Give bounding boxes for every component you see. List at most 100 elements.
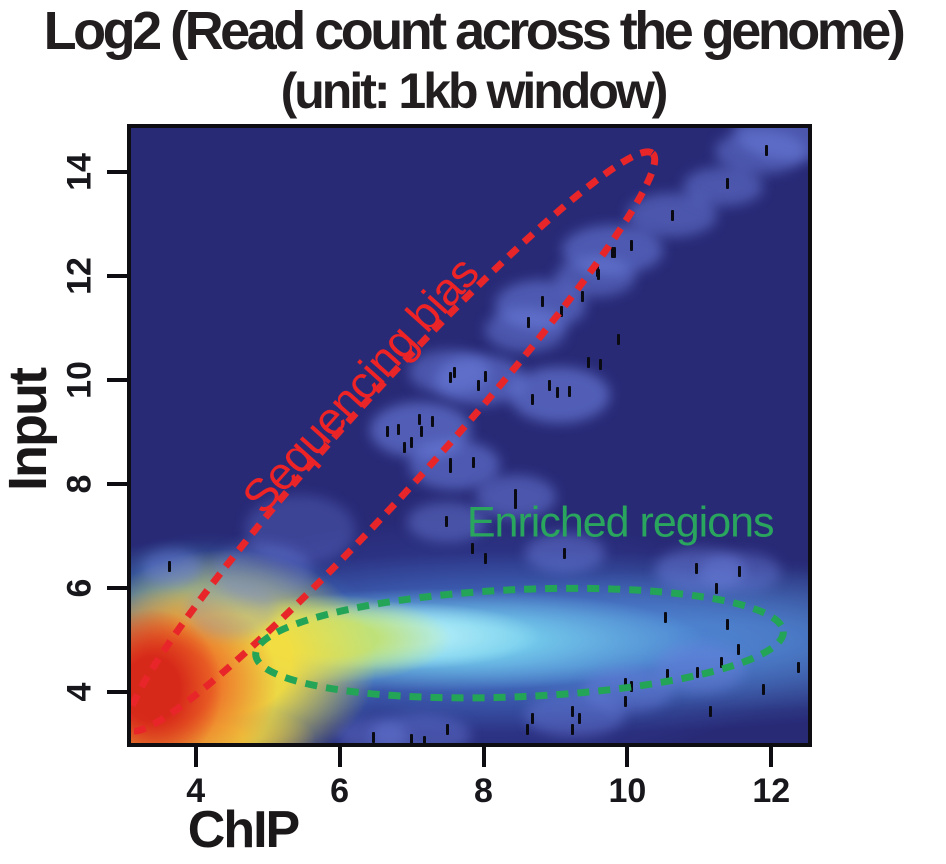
x-tick-mark — [481, 747, 486, 767]
density-blob — [211, 541, 313, 602]
data-point-dash — [694, 563, 698, 575]
data-point-dash — [471, 456, 475, 468]
x-tick-mark — [769, 747, 774, 767]
enriched-regions-ellipse — [252, 584, 787, 702]
data-point-dash — [599, 359, 603, 371]
data-point-dash — [484, 371, 488, 383]
data-point-dash — [715, 583, 719, 595]
data-point-dash — [420, 426, 424, 438]
data-point-dash — [630, 681, 634, 693]
data-point-dash — [445, 516, 449, 528]
data-point-dash — [571, 724, 575, 736]
x-axis-label: ChIP — [187, 801, 300, 859]
y-tick-mark — [107, 169, 127, 174]
data-point-dash — [168, 560, 172, 572]
density-blob — [484, 308, 566, 352]
plot-area: Sequencing bias Enriched regions — [127, 124, 812, 747]
data-point-dash — [617, 334, 621, 346]
x-tick-label: 4 — [186, 772, 206, 810]
data-point-dash — [587, 357, 591, 369]
data-point-dash — [430, 416, 434, 428]
data-point-dash — [446, 724, 450, 736]
y-tick-mark — [107, 481, 127, 486]
data-point-dash — [448, 462, 452, 474]
data-point-dash — [556, 387, 560, 399]
data-point-dash — [513, 497, 517, 509]
data-point-dash — [559, 306, 563, 318]
density-blob — [524, 693, 626, 737]
data-point-dash — [410, 437, 414, 449]
data-point-dash — [623, 696, 627, 708]
data-point-dash — [708, 705, 712, 717]
annotation-ellipses — [131, 148, 787, 735]
x-tick-label: 6 — [330, 772, 350, 810]
y-tick-label: 6 — [60, 578, 99, 598]
data-point-dash — [571, 706, 575, 718]
density-blob — [244, 495, 356, 566]
sequencing-bias-ellipse — [131, 148, 659, 735]
density-blob — [186, 581, 278, 638]
data-point-dash — [541, 296, 545, 308]
data-point-dash — [765, 145, 769, 157]
x-tick-mark — [193, 747, 198, 767]
data-point-dash — [371, 731, 375, 743]
x-tick-mark — [337, 747, 342, 767]
data-point-dash — [720, 657, 724, 669]
data-point-dash — [525, 724, 529, 736]
data-point-dash — [664, 611, 668, 623]
density-blob — [654, 547, 746, 592]
chart-title-line2: (unit: 1kb window) — [280, 63, 669, 119]
data-point-dash — [725, 619, 729, 631]
data-point-dash — [476, 379, 480, 391]
data-point-dash — [581, 291, 585, 303]
data-point-dash — [417, 414, 421, 426]
x-tick-label: 12 — [752, 772, 791, 810]
data-point-dash — [527, 317, 531, 329]
data-point-dash — [484, 553, 488, 565]
data-point-dash — [567, 386, 571, 398]
density-blob — [715, 130, 806, 174]
y-tick-label: 10 — [60, 360, 99, 399]
data-point-dash — [577, 712, 581, 724]
data-point-dash — [402, 442, 406, 454]
data-point-dash — [397, 424, 401, 436]
data-point-dash — [612, 247, 616, 259]
data-point-dash — [448, 372, 452, 384]
chart-title-line1: Log2 (Read count across the genome) — [43, 1, 906, 61]
data-point-dash — [453, 366, 457, 378]
density-blob — [337, 719, 408, 743]
data-point-dash — [738, 566, 742, 578]
data-point-dash — [623, 677, 627, 689]
data-point-dash — [610, 247, 614, 259]
data-point-dash — [736, 644, 740, 656]
y-tick-label: 12 — [60, 256, 99, 295]
y-tick-mark — [107, 273, 127, 278]
data-point-dash — [513, 489, 517, 501]
data-point-dash — [530, 712, 534, 724]
density-blob — [141, 549, 203, 587]
enriched-regions-label: Enriched regions — [466, 498, 775, 547]
data-point-dash — [548, 379, 552, 391]
data-point-dash — [761, 684, 765, 696]
data-point-dash — [725, 178, 729, 190]
y-tick-label: 8 — [60, 474, 99, 494]
y-tick-mark — [107, 585, 127, 590]
data-point-dash — [410, 734, 414, 743]
density-blob — [509, 366, 611, 423]
data-point-dash — [471, 543, 475, 555]
data-point-dash — [671, 210, 675, 222]
data-point-dash — [630, 240, 634, 252]
x-tick-label: 8 — [474, 772, 493, 810]
density-blob — [409, 350, 490, 394]
y-tick-label: 4 — [60, 682, 99, 702]
data-point-dash — [530, 394, 534, 406]
data-point-dash — [386, 426, 390, 438]
x-tick-mark — [625, 747, 630, 767]
x-tick-label: 10 — [608, 772, 647, 810]
data-point-dash — [423, 736, 427, 743]
density-blob — [369, 715, 471, 743]
y-axis-label: Input — [0, 369, 58, 491]
y-tick-label: 14 — [60, 152, 99, 191]
y-tick-mark — [107, 690, 127, 694]
